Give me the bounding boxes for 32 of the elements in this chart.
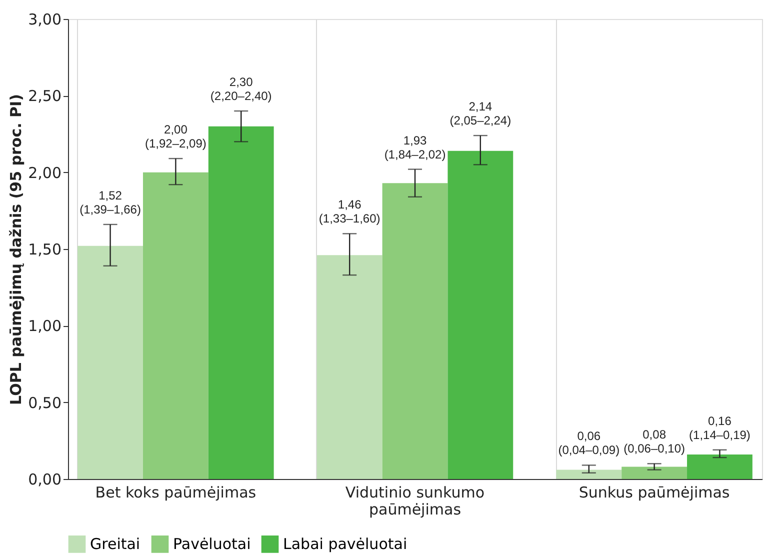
bar <box>316 255 382 479</box>
bar <box>382 183 448 479</box>
data-label: 2,14 (2,05–2,24) <box>450 100 512 128</box>
legend-label: Pavėluotai <box>173 535 251 554</box>
bar <box>448 150 514 479</box>
data-label: 0,08 (0,06–0,10) <box>624 428 686 456</box>
data-label: 1,46 (1,33–1,60) <box>318 198 380 226</box>
data-label: 2,30 (2,20–2,40) <box>210 75 272 103</box>
y-tick-label: 0,50 <box>28 394 62 412</box>
bar <box>208 126 274 479</box>
bar <box>78 246 143 479</box>
bar <box>687 454 752 479</box>
x-tick-label: Vidutinio sunkumo paūmėjimas <box>345 484 485 518</box>
y-tick-label: 0,00 <box>28 470 62 488</box>
data-label: 0,06 (0,04–0,09) <box>558 429 620 458</box>
y-tick-label: 1,50 <box>28 240 62 258</box>
data-label: 1,52 (1,39–1,66) <box>80 188 141 216</box>
data-label: 0,16 (1,14–0,19) <box>689 414 750 442</box>
data-label: 1,93 (1,84–2,02) <box>384 133 446 162</box>
legend-label: Greitai <box>90 535 140 554</box>
bar <box>142 172 208 479</box>
y-tick-label: 1,00 <box>28 317 62 336</box>
bar <box>622 466 688 479</box>
data-label: 2,00 (1,92–2,09) <box>144 122 206 151</box>
bar <box>556 470 622 479</box>
y-tick-label: 3,00 <box>28 10 62 28</box>
y-tick-label: 2,00 <box>28 164 62 182</box>
legend-label: Labai pavėluotai <box>283 535 408 554</box>
y-axis-title: LOPL paūmėjimų dažnis (95 proc. PI) <box>7 94 26 405</box>
x-tick-label: Bet koks paūmėjimas <box>95 484 256 502</box>
y-tick-label: 2,50 <box>28 87 62 106</box>
x-tick-label: Sunkus paūmėjimas <box>578 484 730 502</box>
